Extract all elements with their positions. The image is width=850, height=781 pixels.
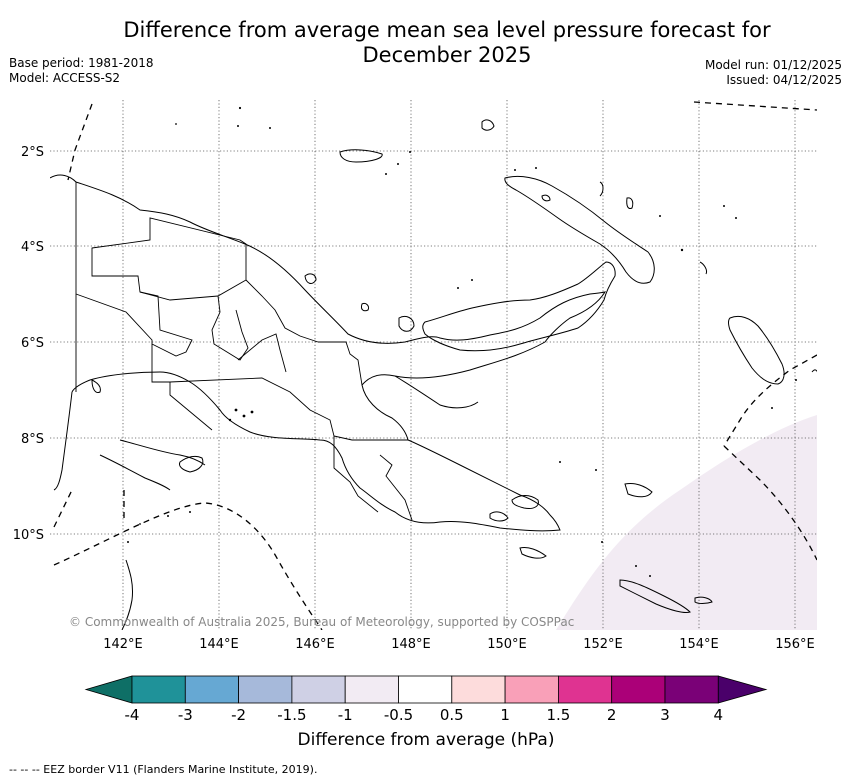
lon-labels: 142°E 144°E 146°E 148°E 150°E 152°E 154°…	[103, 637, 815, 652]
colorbar-box	[131, 675, 186, 704]
lon-label: 148°E	[391, 637, 431, 652]
eez-borders	[53, 101, 817, 630]
title-line-1: Difference from average mean sea level p…	[123, 18, 771, 42]
colorbar-extend-high	[717, 675, 768, 704]
lon-label: 150°E	[487, 637, 527, 652]
lon-label: 154°E	[679, 637, 719, 652]
colorbar-box	[558, 675, 613, 704]
colorbar-box	[664, 675, 719, 704]
colorbar-tick-label: -2	[231, 706, 246, 724]
colorbar-boxes	[84, 675, 768, 704]
colorbar-tick-label: 2	[607, 706, 617, 724]
colorbar-tick-label: -4	[125, 706, 140, 724]
colorbar-tick-label: 3	[660, 706, 670, 724]
issued-label: Issued: 04/12/2025	[726, 73, 842, 87]
base-period-label: Base period: 1981-2018	[9, 56, 154, 70]
colorbar-tick-label: 4	[714, 706, 724, 724]
boundaries	[75, 182, 413, 521]
colorbar-ticks: -4 -3 -2 -1.5 -1 -0.5 0.5 1 1.5 2 3 4	[125, 706, 724, 724]
meta-left: Base period: 1981-2018 Model: ACCESS-S2	[9, 56, 154, 86]
lon-label: 156°E	[775, 637, 815, 652]
anomaly-region	[556, 415, 817, 630]
colorbar-tick-label: 1	[500, 706, 510, 724]
lat-label: 10°S	[13, 528, 44, 543]
lon-label: 142°E	[103, 637, 143, 652]
lat-label: 4°S	[21, 240, 44, 255]
colorbar-tick-label: 1.5	[546, 706, 570, 724]
colorbar-tick-label: -0.5	[384, 706, 413, 724]
chart-title: Difference from average mean sea level p…	[0, 18, 850, 68]
lon-label: 144°E	[199, 637, 239, 652]
colorbar-tick-label: -1.5	[277, 706, 306, 724]
colorbar-box	[398, 675, 453, 704]
colorbar-box	[344, 675, 399, 704]
model-run-label: Model run: 01/12/2025	[704, 58, 842, 72]
colorbar-tick-label: -3	[178, 706, 193, 724]
lat-label: 2°S	[21, 145, 44, 160]
colorbar-box	[611, 675, 666, 704]
lat-label: 6°S	[21, 336, 44, 351]
colorbar-tick-label: 0.5	[440, 706, 464, 724]
colorbar-extend-low	[84, 675, 133, 704]
colorbar-box	[238, 675, 293, 704]
colorbar-box	[291, 675, 346, 704]
colorbar-box	[184, 675, 240, 704]
lon-label: 146°E	[295, 637, 335, 652]
lon-label: 152°E	[583, 637, 623, 652]
model-label: Model: ACCESS-S2	[9, 71, 121, 85]
title-line-2: December 2025	[362, 43, 532, 67]
lat-labels: 2°S 4°S 6°S 8°S 10°S	[13, 145, 44, 543]
footnote: -- -- -- EEZ border V11 (Flanders Marine…	[9, 763, 318, 776]
copyright-text: © Commonwealth of Australia 2025, Bureau…	[69, 615, 574, 629]
colorbar-tick-label: -1	[338, 706, 353, 724]
lat-label: 8°S	[21, 432, 44, 447]
colorbar-title: Difference from average (hPa)	[297, 730, 555, 750]
coastlines	[50, 119, 817, 630]
colorbar-box	[451, 675, 506, 704]
meta-right: Model run: 01/12/2025 Issued: 04/12/2025	[705, 58, 842, 88]
island-specks	[127, 106, 797, 577]
colorbar-box	[504, 675, 559, 704]
